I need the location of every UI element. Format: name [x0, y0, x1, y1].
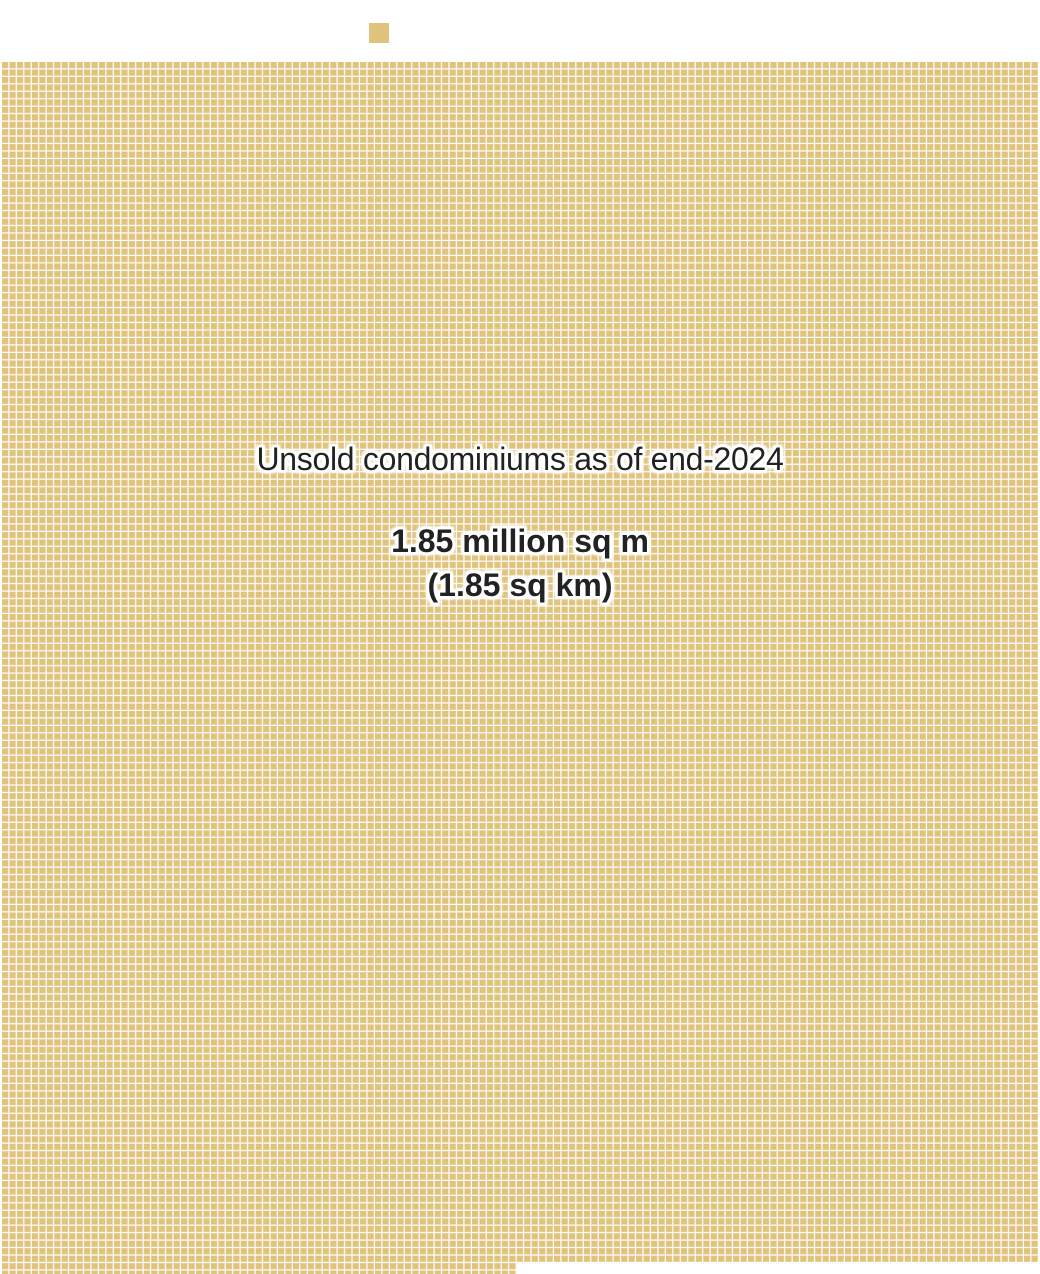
- waffle-cells-partial: [2, 1263, 517, 1274]
- value-primary: 1.85 million sq m: [391, 523, 649, 559]
- chart-value-label: 1.85 million sq m (1.85 sq km): [0, 519, 1040, 607]
- value-secondary: (1.85 sq km): [427, 567, 613, 603]
- chart-category-label: Unsold condominiums as of end-2024: [256, 441, 784, 477]
- legend-swatch: [369, 23, 389, 43]
- waffle-cells-full: [2, 62, 1039, 1264]
